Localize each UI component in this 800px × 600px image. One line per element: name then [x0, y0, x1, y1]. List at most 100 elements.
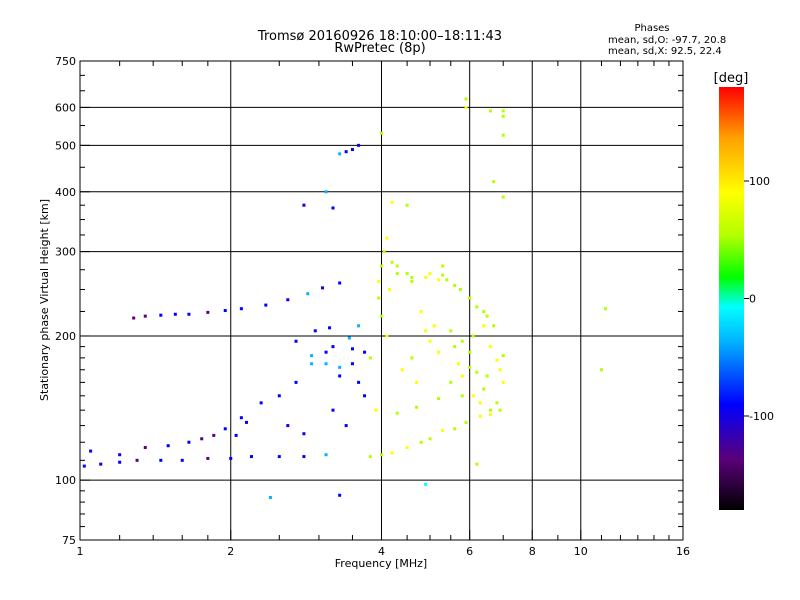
- data-point: [603, 307, 607, 311]
- data-point: [331, 345, 335, 349]
- data-point: [460, 339, 464, 343]
- data-point: [310, 354, 314, 358]
- data-point: [338, 365, 342, 369]
- chart-grid: [80, 61, 683, 540]
- data-point: [410, 356, 414, 360]
- data-point: [206, 310, 210, 314]
- data-point: [501, 109, 505, 113]
- data-point: [377, 296, 381, 300]
- data-point: [488, 345, 492, 349]
- data-point: [395, 272, 399, 276]
- data-point: [445, 278, 449, 282]
- data-point: [380, 131, 383, 135]
- data-point: [132, 316, 136, 320]
- data-point: [338, 374, 342, 378]
- data-point: [244, 420, 248, 424]
- data-point: [390, 200, 394, 204]
- data-point: [428, 272, 432, 276]
- data-point: [82, 464, 86, 468]
- data-point: [331, 206, 335, 210]
- data-point: [405, 203, 409, 207]
- data-point: [118, 453, 122, 457]
- data-point: [405, 272, 409, 276]
- data-point: [478, 401, 482, 405]
- data-point: [453, 427, 457, 431]
- x-axis-label: Frequency [MHz]: [335, 557, 427, 570]
- data-point: [453, 345, 457, 349]
- data-point: [118, 460, 122, 464]
- data-point: [475, 305, 479, 309]
- data-point: [212, 433, 216, 437]
- data-point: [187, 312, 191, 316]
- data-point: [234, 433, 238, 437]
- data-point: [468, 350, 472, 354]
- colorbar-tick-label: -100: [749, 410, 774, 423]
- data-point: [464, 420, 468, 424]
- data-point: [471, 394, 475, 398]
- data-point: [357, 143, 361, 147]
- data-point: [432, 324, 436, 328]
- data-point: [259, 401, 263, 405]
- data-point: [415, 405, 419, 409]
- data-point: [385, 334, 389, 338]
- data-point: [441, 264, 445, 268]
- data-point: [390, 451, 394, 455]
- data-point: [159, 458, 163, 462]
- data-point: [424, 329, 428, 333]
- data-points: [82, 97, 607, 499]
- stats-line-o: mean, sd,O: -97.7, 20.8: [608, 35, 726, 46]
- data-point: [475, 462, 479, 466]
- data-point: [344, 424, 348, 428]
- chart-subtitle: RwPretec (8p): [334, 41, 425, 56]
- data-point: [464, 105, 468, 109]
- data-point: [324, 190, 328, 194]
- data-point: [310, 362, 314, 366]
- data-point: [498, 368, 502, 372]
- data-point: [457, 362, 461, 366]
- x-tick-label: 10: [574, 545, 588, 558]
- data-point: [471, 334, 475, 338]
- data-point: [324, 350, 328, 354]
- data-point: [498, 408, 502, 412]
- stats-line-x: mean, sd,X: 92.5, 22.4: [608, 46, 722, 57]
- data-point: [357, 380, 361, 384]
- y-tick-label: 500: [55, 139, 76, 152]
- data-point: [286, 424, 290, 428]
- data-point: [419, 440, 423, 444]
- colorbar: [719, 87, 744, 510]
- data-point: [501, 114, 505, 118]
- y-tick-label: 75: [62, 534, 76, 547]
- data-point: [294, 380, 298, 384]
- data-point: [388, 288, 392, 292]
- data-point: [482, 309, 486, 313]
- data-point: [437, 350, 441, 354]
- y-tick-label: 600: [55, 101, 76, 114]
- data-point: [495, 401, 499, 405]
- data-point: [485, 314, 489, 318]
- data-point: [331, 408, 335, 412]
- data-point: [350, 362, 354, 366]
- x-tick-label: 1: [77, 545, 84, 558]
- data-point: [482, 324, 486, 328]
- data-point: [306, 292, 310, 296]
- data-point: [302, 203, 306, 207]
- data-point: [277, 394, 281, 398]
- data-point: [600, 368, 604, 372]
- data-point: [229, 456, 233, 460]
- chart-title: Tromsø 20160926 18:10:00–18:11:43: [257, 29, 502, 44]
- data-point: [501, 195, 505, 199]
- data-point: [350, 148, 354, 152]
- data-point: [410, 275, 414, 279]
- data-point: [501, 380, 505, 384]
- data-point: [302, 455, 306, 459]
- data-point: [458, 288, 462, 292]
- data-point: [368, 455, 372, 459]
- data-point: [437, 278, 441, 282]
- data-point: [380, 453, 383, 457]
- data-point: [390, 260, 394, 264]
- x-tick-label: 4: [378, 545, 385, 558]
- data-point: [249, 455, 253, 459]
- colorbar-ticks: 100 0 -100: [744, 175, 774, 423]
- data-point: [385, 236, 389, 240]
